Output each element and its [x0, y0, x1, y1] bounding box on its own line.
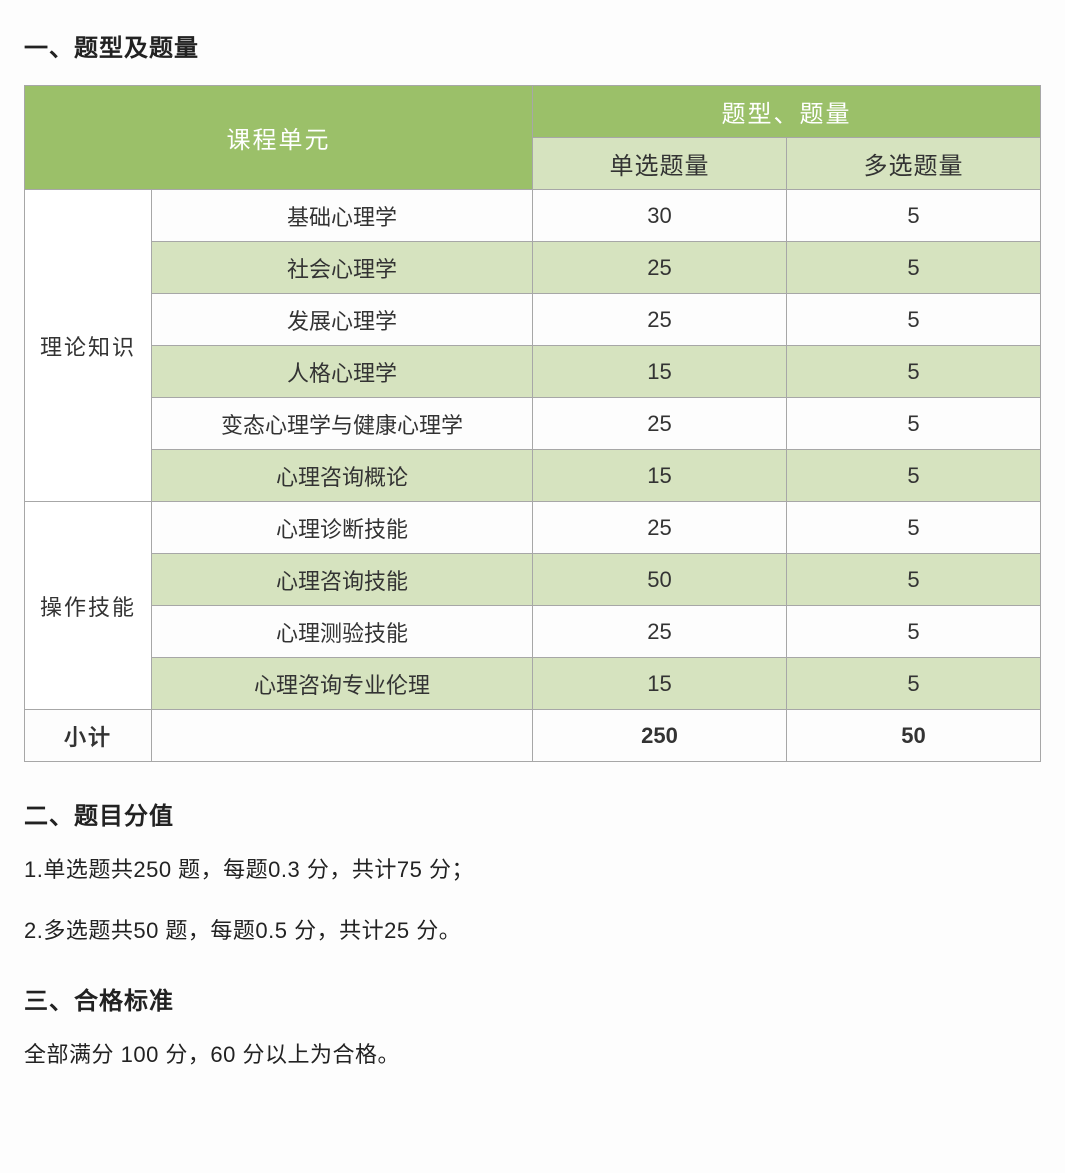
cell-multi: 5	[787, 242, 1041, 294]
cell-course: 发展心理学	[152, 294, 533, 346]
cell-multi: 5	[787, 554, 1041, 606]
table-row: 人格心理学155	[25, 346, 1041, 398]
cell-multi: 5	[787, 502, 1041, 554]
table-row: 心理咨询技能505	[25, 554, 1041, 606]
cell-single: 50	[533, 554, 787, 606]
group-header: 理论知识	[25, 190, 152, 502]
section-2-title: 二、题目分值	[24, 796, 1041, 831]
subtotal-multi: 50	[787, 710, 1041, 762]
table-row: 变态心理学与健康心理学255	[25, 398, 1041, 450]
table-body: 理论知识基础心理学305社会心理学255发展心理学255人格心理学155变态心理…	[25, 190, 1041, 762]
section-2-line-2: 2.多选题共50 题，每题0.5 分，共计25 分。	[24, 914, 1041, 947]
subtotal-blank	[152, 710, 533, 762]
section-2-line-1: 1.单选题共250 题，每题0.3 分，共计75 分；	[24, 853, 1041, 886]
cell-multi: 5	[787, 294, 1041, 346]
section-3-line-1: 全部满分 100 分，60 分以上为合格。	[24, 1038, 1041, 1071]
cell-single: 15	[533, 346, 787, 398]
table-row: 社会心理学255	[25, 242, 1041, 294]
cell-course: 心理咨询技能	[152, 554, 533, 606]
cell-single: 25	[533, 398, 787, 450]
section-1-title: 一、题型及题量	[24, 28, 1041, 63]
th-multi-qty: 多选题量	[787, 138, 1041, 190]
cell-single: 25	[533, 294, 787, 346]
cell-multi: 5	[787, 450, 1041, 502]
section-3-title: 三、合格标准	[24, 981, 1041, 1016]
table-row: 心理咨询专业伦理155	[25, 658, 1041, 710]
cell-multi: 5	[787, 606, 1041, 658]
th-question-group: 题型、题量	[533, 86, 1041, 138]
table-row: 心理测验技能255	[25, 606, 1041, 658]
cell-single: 25	[533, 502, 787, 554]
cell-course: 心理咨询专业伦理	[152, 658, 533, 710]
table-row: 发展心理学255	[25, 294, 1041, 346]
cell-course: 社会心理学	[152, 242, 533, 294]
cell-course: 变态心理学与健康心理学	[152, 398, 533, 450]
subtotal-label: 小计	[25, 710, 152, 762]
th-course-unit: 课程单元	[25, 86, 533, 190]
cell-single: 25	[533, 606, 787, 658]
cell-multi: 5	[787, 190, 1041, 242]
table-row: 理论知识基础心理学305	[25, 190, 1041, 242]
cell-single: 15	[533, 658, 787, 710]
group-header: 操作技能	[25, 502, 152, 710]
subtotal-single: 250	[533, 710, 787, 762]
cell-course: 心理测验技能	[152, 606, 533, 658]
subtotal-row: 小计 25050	[25, 710, 1041, 762]
cell-multi: 5	[787, 658, 1041, 710]
cell-single: 30	[533, 190, 787, 242]
cell-course: 人格心理学	[152, 346, 533, 398]
cell-single: 15	[533, 450, 787, 502]
table-row: 操作技能心理诊断技能255	[25, 502, 1041, 554]
cell-multi: 5	[787, 346, 1041, 398]
th-single-qty: 单选题量	[533, 138, 787, 190]
cell-single: 25	[533, 242, 787, 294]
cell-course: 心理咨询概论	[152, 450, 533, 502]
question-distribution-table: 课程单元 题型、题量 单选题量 多选题量 理论知识基础心理学305社会心理学25…	[24, 85, 1041, 762]
cell-course: 基础心理学	[152, 190, 533, 242]
table-row: 心理咨询概论155	[25, 450, 1041, 502]
cell-multi: 5	[787, 398, 1041, 450]
cell-course: 心理诊断技能	[152, 502, 533, 554]
